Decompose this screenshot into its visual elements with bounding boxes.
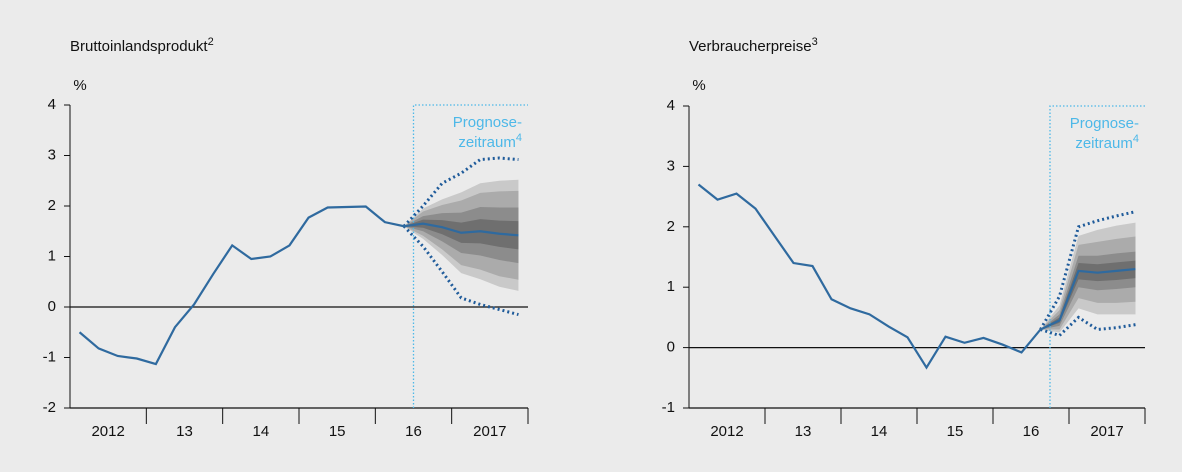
y-tick-label: 0 (48, 298, 56, 315)
y-tick-label: 1 (48, 247, 56, 264)
forecast-sup: 4 (1133, 133, 1139, 145)
fan-bound (402, 156, 519, 228)
x-tick-label: 16 (405, 423, 422, 440)
forecast-label: zeitraum4 (458, 132, 522, 151)
title-sup: 3 (812, 36, 818, 48)
forecast-label: Prognose- (453, 114, 522, 131)
panel-title: Verbraucherpreise3 (689, 36, 818, 55)
y-tick-label: 1 (667, 278, 675, 295)
y-tick-label: 4 (48, 96, 56, 113)
forecast-box (412, 104, 528, 408)
y-tick-label: -1 (43, 348, 56, 365)
x-tick-label: 2012 (91, 423, 124, 440)
forecast-label: Prognose- (1070, 115, 1139, 132)
x-tick-label: 15 (947, 423, 964, 440)
forecast-sup: 4 (516, 132, 522, 144)
x-tick-label: 2017 (473, 423, 506, 440)
y-tick-label: -2 (43, 399, 56, 416)
y-tick-label: 4 (667, 97, 675, 114)
x-tick-label: 13 (795, 423, 812, 440)
fan-bound (1039, 210, 1136, 331)
forecast-box (1049, 105, 1145, 408)
y-tick-label: 3 (667, 157, 675, 174)
forecast-label-text: zeitraum (1075, 135, 1133, 152)
line (78, 205, 519, 366)
title-text: Verbraucherpreise (689, 38, 812, 55)
forecast-label: zeitraum4 (1075, 133, 1139, 152)
fan-bound (402, 225, 519, 317)
fan-bound (1040, 315, 1136, 338)
line (697, 183, 1136, 370)
y-tick-label: 2 (667, 218, 675, 235)
x-tick-label: 2017 (1090, 423, 1123, 440)
x-tick-label: 14 (871, 423, 888, 440)
y-tick-label: 3 (48, 146, 56, 163)
fan-band (1040, 260, 1136, 330)
y-tick-label: -1 (662, 399, 675, 416)
forecast-label-text: zeitraum (458, 134, 516, 151)
y-tick-label: 2 (48, 197, 56, 214)
y-unit: % (692, 77, 705, 94)
title-sup: 2 (208, 36, 214, 48)
x-tick-label: 16 (1023, 423, 1040, 440)
fan-band (403, 219, 519, 250)
x-tick-label: 2012 (710, 423, 743, 440)
title-text: Bruttoinlandsprodukt (70, 38, 208, 55)
panel-title: Bruttoinlandsprodukt2 (70, 36, 214, 55)
x-tick-label: 14 (252, 423, 269, 440)
y-unit: % (73, 77, 86, 94)
x-tick-label: 13 (176, 423, 193, 440)
y-tick-label: 0 (667, 339, 675, 356)
x-tick-label: 15 (329, 423, 346, 440)
